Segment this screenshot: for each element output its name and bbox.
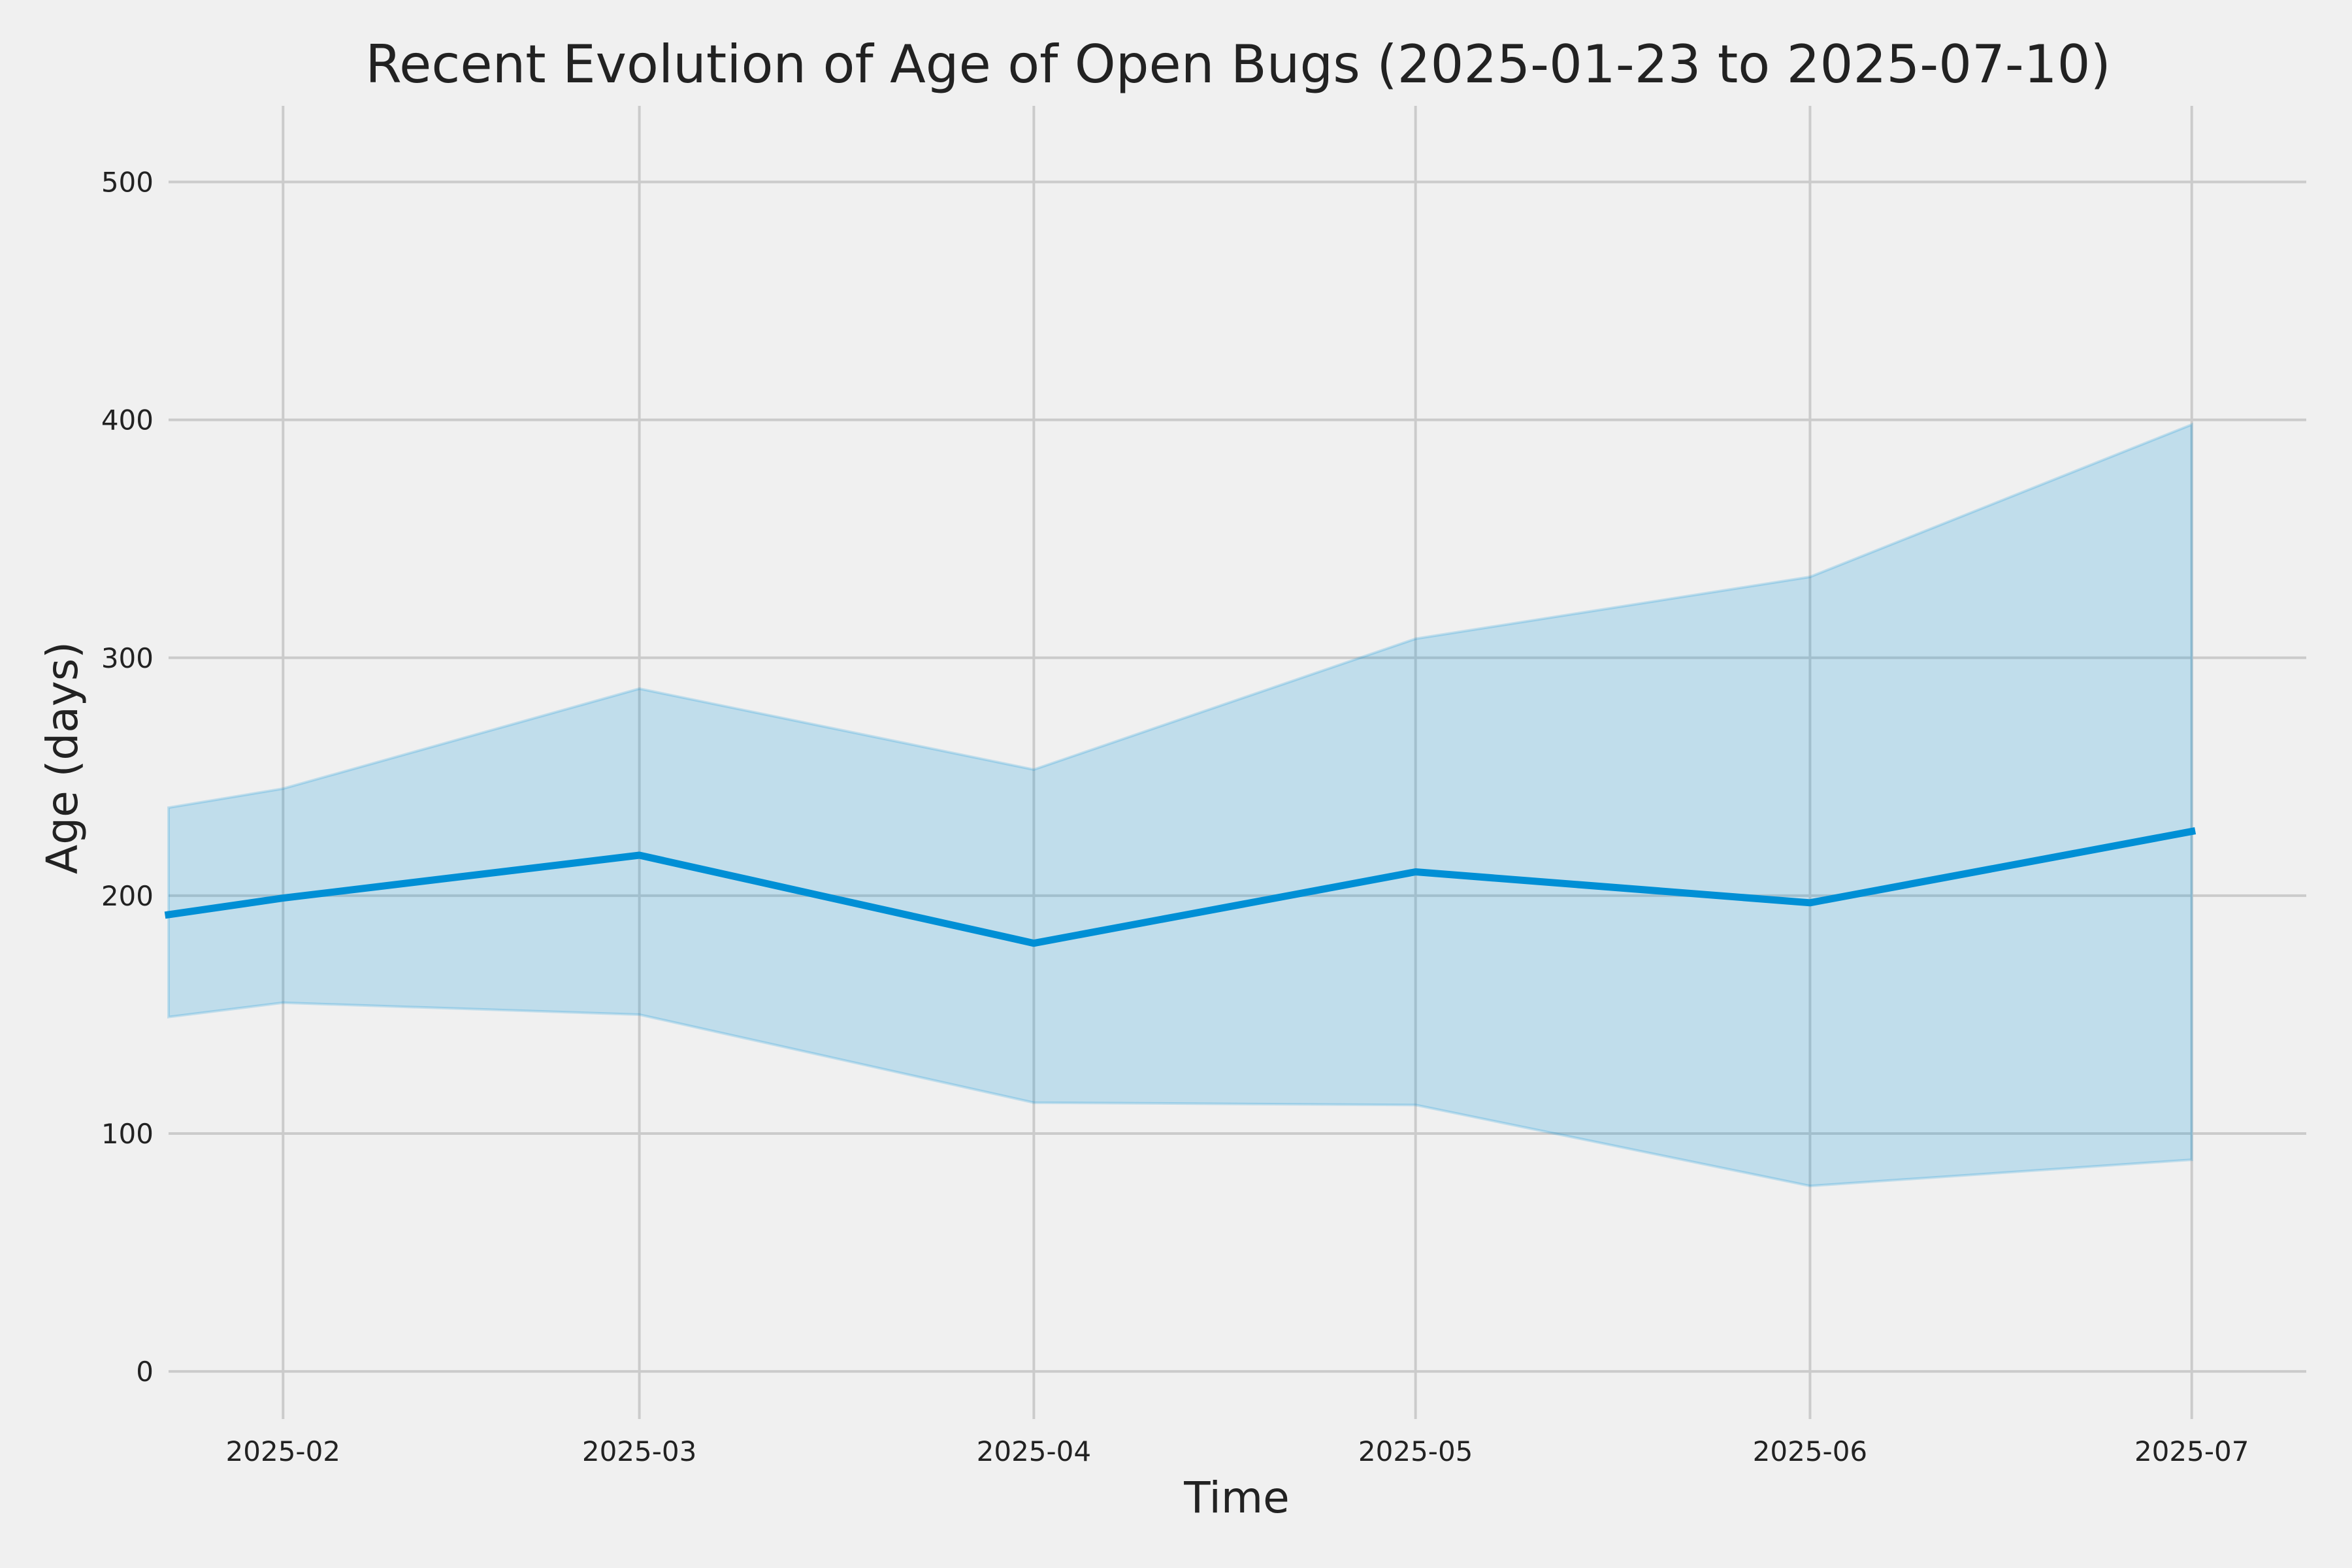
x-tick-label: 2025-06 bbox=[1753, 1435, 1868, 1467]
y-tick-label: 400 bbox=[101, 404, 154, 436]
age-range-band bbox=[167, 422, 2193, 1188]
y-tick-label: 300 bbox=[101, 642, 154, 674]
y-grid bbox=[169, 180, 2306, 1373]
y-tick-label: 100 bbox=[101, 1118, 154, 1150]
x-tick-label: 2025-04 bbox=[977, 1435, 1092, 1467]
y-tick-labels: 0 100 200 300 400 500 bbox=[101, 167, 154, 1388]
x-grid bbox=[282, 106, 2193, 1419]
y-axis-label: Age (days) bbox=[37, 642, 88, 874]
y-tick-label: 0 bbox=[136, 1356, 154, 1388]
x-axis-label: Time bbox=[1183, 1473, 1290, 1523]
x-tick-label: 2025-02 bbox=[226, 1435, 341, 1467]
median-age-line bbox=[164, 827, 2197, 947]
y-tick-label: 200 bbox=[101, 880, 154, 912]
y-tick-label: 500 bbox=[101, 167, 154, 199]
x-tick-label: 2025-07 bbox=[2134, 1435, 2249, 1467]
x-tick-labels: 2025-02 2025-03 2025-04 2025-05 2025-06 2025-… bbox=[226, 1435, 2249, 1467]
x-tick-label: 2025-05 bbox=[1358, 1435, 1473, 1467]
chart-title: Recent Evolution of Age of Open Bugs (20… bbox=[365, 34, 2111, 95]
x-tick-label: 2025-03 bbox=[582, 1435, 697, 1467]
